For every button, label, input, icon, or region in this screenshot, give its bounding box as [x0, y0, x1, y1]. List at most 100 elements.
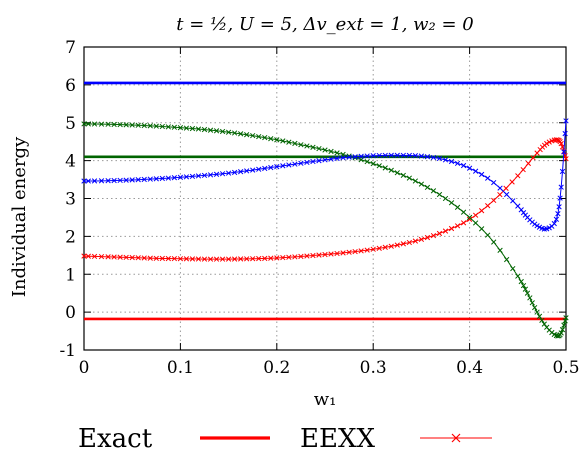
legend-label-exact: Exact — [78, 424, 153, 454]
eexx-point — [370, 246, 376, 252]
eexx-point — [376, 163, 382, 169]
eexx-point — [558, 330, 564, 336]
eexx-point — [358, 248, 364, 254]
eexx-point — [515, 173, 521, 179]
eexx-point — [123, 177, 129, 183]
eexx-point — [244, 256, 250, 262]
eexx-point — [213, 256, 220, 262]
eexx-point — [376, 245, 382, 251]
eexx-point — [117, 254, 123, 260]
plot-series — [81, 81, 569, 339]
eexx-point — [358, 153, 364, 159]
eexx-point — [85, 253, 91, 259]
chart-title: t = ½, U = 5, Δv_ext = 1, w₂ = 0 — [176, 14, 473, 35]
eexx-point — [98, 178, 105, 184]
eexx-point — [159, 255, 165, 262]
eexx-point — [532, 304, 538, 311]
eexx-point — [165, 255, 172, 262]
eexx-point — [503, 185, 509, 191]
axis-frame — [83, 46, 567, 351]
eexx-point — [231, 130, 238, 136]
eexx-point — [81, 121, 87, 127]
eexx-point — [91, 121, 98, 127]
eexx-point — [424, 184, 431, 191]
eexx-point — [527, 295, 533, 301]
eexx-point — [310, 158, 316, 165]
eexx-point — [141, 176, 147, 183]
eexx-point — [171, 124, 178, 130]
eexx-point — [376, 152, 382, 159]
eexx-point — [268, 255, 274, 261]
eexx-point — [237, 131, 244, 137]
eexx-point — [189, 173, 196, 180]
eexx-point — [442, 157, 449, 163]
eexx-point — [147, 123, 153, 129]
eexx-point — [448, 158, 455, 165]
eexx-point — [382, 152, 388, 159]
eexx-point — [539, 317, 545, 324]
eexx-point — [322, 251, 328, 258]
y-tick-label: 6 — [65, 76, 76, 96]
eexx-point — [515, 273, 521, 279]
eexx-point — [388, 152, 394, 158]
eexx-point — [478, 171, 485, 178]
eexx-point — [177, 125, 184, 131]
x-tick-label: 0.1 — [167, 358, 194, 378]
eexx-point — [328, 148, 334, 155]
eexx-point — [117, 121, 123, 128]
eexx-point — [159, 175, 165, 182]
eexx-point — [135, 255, 141, 261]
x-tick-label: 0.5 — [552, 358, 579, 378]
eexx-point — [466, 214, 473, 221]
plot-frame — [83, 46, 567, 351]
eexx-point — [546, 139, 552, 145]
eexx-point — [262, 165, 268, 172]
eexx-point — [105, 178, 111, 184]
eexx-point — [497, 247, 503, 253]
y-tick-label: 7 — [65, 38, 76, 58]
eexx-point — [129, 254, 135, 261]
eexx-point — [268, 136, 274, 142]
eexx-point — [298, 253, 304, 260]
eexx-point — [135, 122, 141, 128]
eexx-point — [534, 309, 540, 315]
eexx-point — [400, 241, 406, 247]
eexx-point — [352, 248, 358, 255]
eexx-point — [340, 250, 346, 256]
eexx-point — [466, 165, 473, 171]
eexx-point — [394, 242, 400, 248]
x-tick-label: 0.2 — [263, 358, 290, 378]
eexx-point — [406, 152, 413, 159]
eexx-point — [340, 155, 346, 161]
eexx-point — [561, 322, 567, 328]
eexx-point — [98, 121, 105, 127]
eexx-point — [153, 255, 159, 261]
eexx-point — [201, 172, 208, 179]
eexx-point — [491, 239, 497, 245]
eexx-point — [442, 228, 449, 234]
eexx-point — [316, 252, 322, 258]
eexx-point — [274, 255, 280, 261]
eexx-point — [207, 127, 214, 133]
eexx-point — [454, 223, 461, 229]
eexx-point — [472, 168, 479, 174]
eexx-point — [105, 121, 111, 127]
x-tick-label: 0.4 — [456, 358, 483, 378]
eexx-point — [280, 163, 286, 169]
eexx-point — [430, 154, 437, 161]
eexx-point — [292, 161, 298, 167]
eexx-point — [334, 150, 340, 156]
eexx-point — [81, 178, 87, 184]
eexx-point — [388, 243, 394, 249]
eexx-point — [563, 315, 569, 321]
eexx-point — [105, 254, 111, 260]
eexx-point — [556, 204, 562, 210]
eexx-point — [454, 204, 461, 210]
eexx-point — [532, 221, 538, 227]
eexx-point — [244, 132, 250, 138]
eexx-point — [91, 178, 98, 184]
eexx-point — [478, 208, 485, 214]
eexx-point — [135, 177, 141, 183]
eexx-point — [262, 134, 268, 141]
